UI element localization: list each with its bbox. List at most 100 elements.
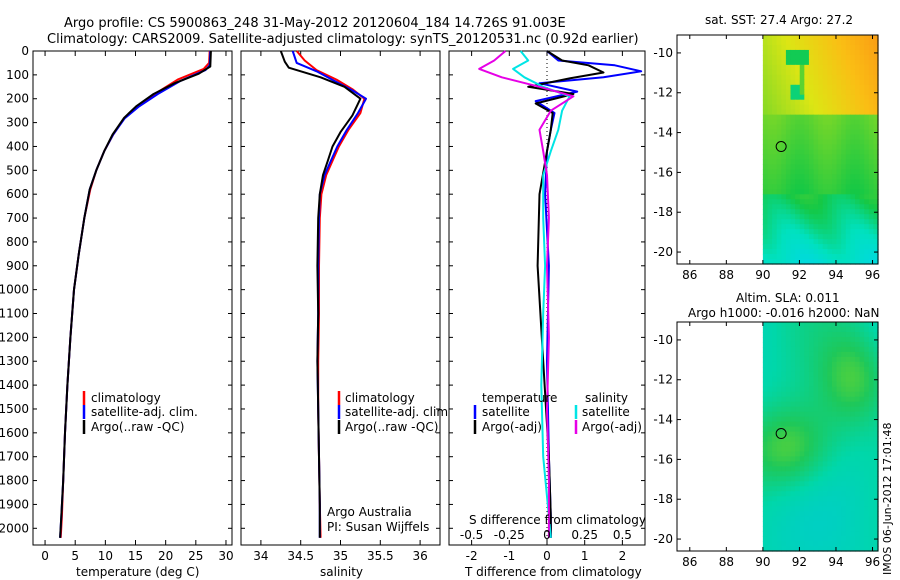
map-cell [767, 154, 773, 161]
map-cell [808, 501, 815, 507]
map-cell [827, 481, 833, 487]
map-cell [831, 164, 838, 171]
map-cell [845, 254, 851, 260]
map-cell [836, 346, 842, 353]
map-cell [822, 431, 828, 438]
y-tick-label: 800 [6, 235, 29, 249]
map-cell [873, 99, 879, 106]
map-cell [785, 149, 792, 156]
map-cell [859, 411, 865, 418]
map-cell [845, 84, 851, 91]
map-cell [850, 386, 856, 393]
map-cell [841, 44, 847, 51]
map-cell [854, 481, 861, 487]
map-cell [762, 361, 769, 368]
map-cell [831, 199, 838, 205]
map-cell [772, 346, 778, 353]
map-cell [799, 541, 805, 547]
map-cell [808, 154, 815, 161]
map-cell [762, 391, 769, 398]
map-cell [850, 134, 856, 141]
map-cell [836, 391, 842, 398]
map-cell [795, 411, 801, 418]
map-cell [854, 179, 861, 185]
map-cell [845, 536, 851, 542]
map-cell [873, 244, 879, 250]
map-cell [795, 431, 801, 438]
map-cell [781, 89, 787, 96]
map-cell [864, 376, 870, 383]
map-cell [808, 446, 815, 453]
map-cell [818, 214, 824, 220]
map-cell [781, 436, 787, 443]
map-cell [772, 381, 778, 388]
map-cell [850, 366, 856, 373]
map-cell [781, 451, 787, 458]
y-tick-label: -12 [653, 86, 673, 100]
map-cell [854, 159, 861, 166]
map-cell [868, 486, 874, 492]
map-cell [868, 322, 874, 328]
map-cell [776, 49, 782, 56]
map-cell [772, 521, 778, 527]
map-cell [841, 234, 847, 240]
map-cell [795, 179, 801, 185]
map-cell [799, 436, 805, 443]
map-cell [781, 401, 787, 408]
map-cell [762, 406, 769, 413]
map-cell [790, 481, 796, 487]
map-cell [827, 39, 833, 46]
map-cell [827, 174, 833, 180]
map-cell [785, 239, 792, 245]
map-cell [841, 451, 847, 458]
map-cell [795, 244, 801, 250]
map-cell [808, 476, 815, 482]
map-cell [804, 441, 810, 448]
map-cell [864, 254, 870, 260]
map-cell [785, 164, 792, 171]
map-cell [845, 174, 851, 180]
map-cell [790, 456, 796, 462]
map-cell [868, 174, 874, 180]
map-cell [868, 441, 874, 448]
map-cell [836, 219, 842, 225]
map-cell [841, 164, 847, 171]
map-cell [762, 496, 769, 502]
map-cell [831, 411, 838, 418]
map-cell [868, 326, 874, 333]
map-cell [859, 184, 865, 190]
map-cell [762, 229, 769, 235]
map-cell [818, 421, 824, 428]
map-cell [818, 244, 824, 250]
map-cell [873, 371, 879, 378]
map-cell [831, 184, 838, 190]
map-cell [864, 39, 870, 46]
map-cell [813, 134, 819, 141]
map-cell [772, 486, 778, 492]
map-cell [772, 79, 778, 86]
map-cell [859, 79, 865, 86]
map-cell [790, 59, 796, 66]
map-cell [873, 204, 879, 210]
map-cell [767, 84, 773, 91]
map-cell [767, 194, 773, 200]
map-cell [790, 49, 796, 56]
map-cell [767, 322, 773, 328]
map-cell [772, 59, 778, 66]
map-cell [762, 234, 769, 240]
map-cell [868, 179, 874, 185]
map-cell [795, 416, 801, 423]
map-cell [808, 471, 815, 477]
map-cell [762, 386, 769, 393]
map-cell [850, 421, 856, 428]
map-cell [813, 322, 819, 328]
map-cell [813, 446, 819, 453]
map-cell [859, 159, 865, 166]
map-cell [808, 224, 815, 230]
map-cell [799, 431, 805, 438]
map-cell [790, 119, 796, 126]
map-cell [767, 49, 773, 56]
map-cell [785, 229, 792, 235]
map-cell [850, 466, 856, 472]
map-cell [808, 411, 815, 418]
